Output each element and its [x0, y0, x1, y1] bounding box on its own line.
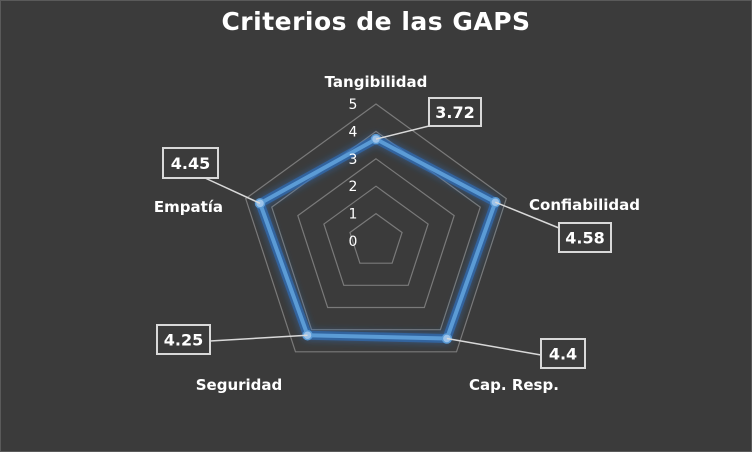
- axis-label: Empatía: [154, 198, 223, 216]
- series-glow: [255, 134, 500, 344]
- tick-label: 2: [349, 179, 358, 195]
- data-label: 4.58: [565, 229, 604, 248]
- value-label-box: [558, 222, 612, 253]
- value-label-box: [428, 97, 482, 127]
- data-label: 4.4: [549, 345, 577, 364]
- value-label-box: [540, 338, 586, 369]
- axis-label: Cap. Resp.: [469, 376, 559, 394]
- leader-line: [446, 337, 542, 356]
- grid-ring-3: [297, 158, 455, 309]
- grid-ring-4: [271, 130, 481, 331]
- tick-label: 5: [349, 97, 358, 113]
- data-label: 4.25: [164, 331, 203, 350]
- leader-line: [204, 177, 261, 205]
- axis-label: Tangibilidad: [325, 73, 428, 91]
- chart-title: Criterios de las GAPS: [221, 7, 531, 36]
- tick-label: 1: [349, 207, 358, 223]
- tick-label: 3: [349, 152, 358, 168]
- leader-line: [375, 125, 430, 140]
- grid-ring-2: [323, 185, 429, 286]
- leader-line: [495, 201, 560, 229]
- tick-label: 0: [349, 234, 358, 250]
- value-label-box: [162, 147, 219, 179]
- axis-label: Confiabilidad: [529, 196, 640, 214]
- axis-label: Seguridad: [196, 376, 283, 394]
- data-label: 4.45: [171, 154, 210, 173]
- series-line: [258, 137, 498, 341]
- grid-ring-1: [349, 212, 403, 264]
- tick-label: 4: [349, 124, 358, 140]
- grid-ring-5: [244, 103, 508, 353]
- data-label: 3.72: [435, 103, 474, 122]
- leader-line: [209, 334, 308, 342]
- value-label-box: [156, 324, 211, 355]
